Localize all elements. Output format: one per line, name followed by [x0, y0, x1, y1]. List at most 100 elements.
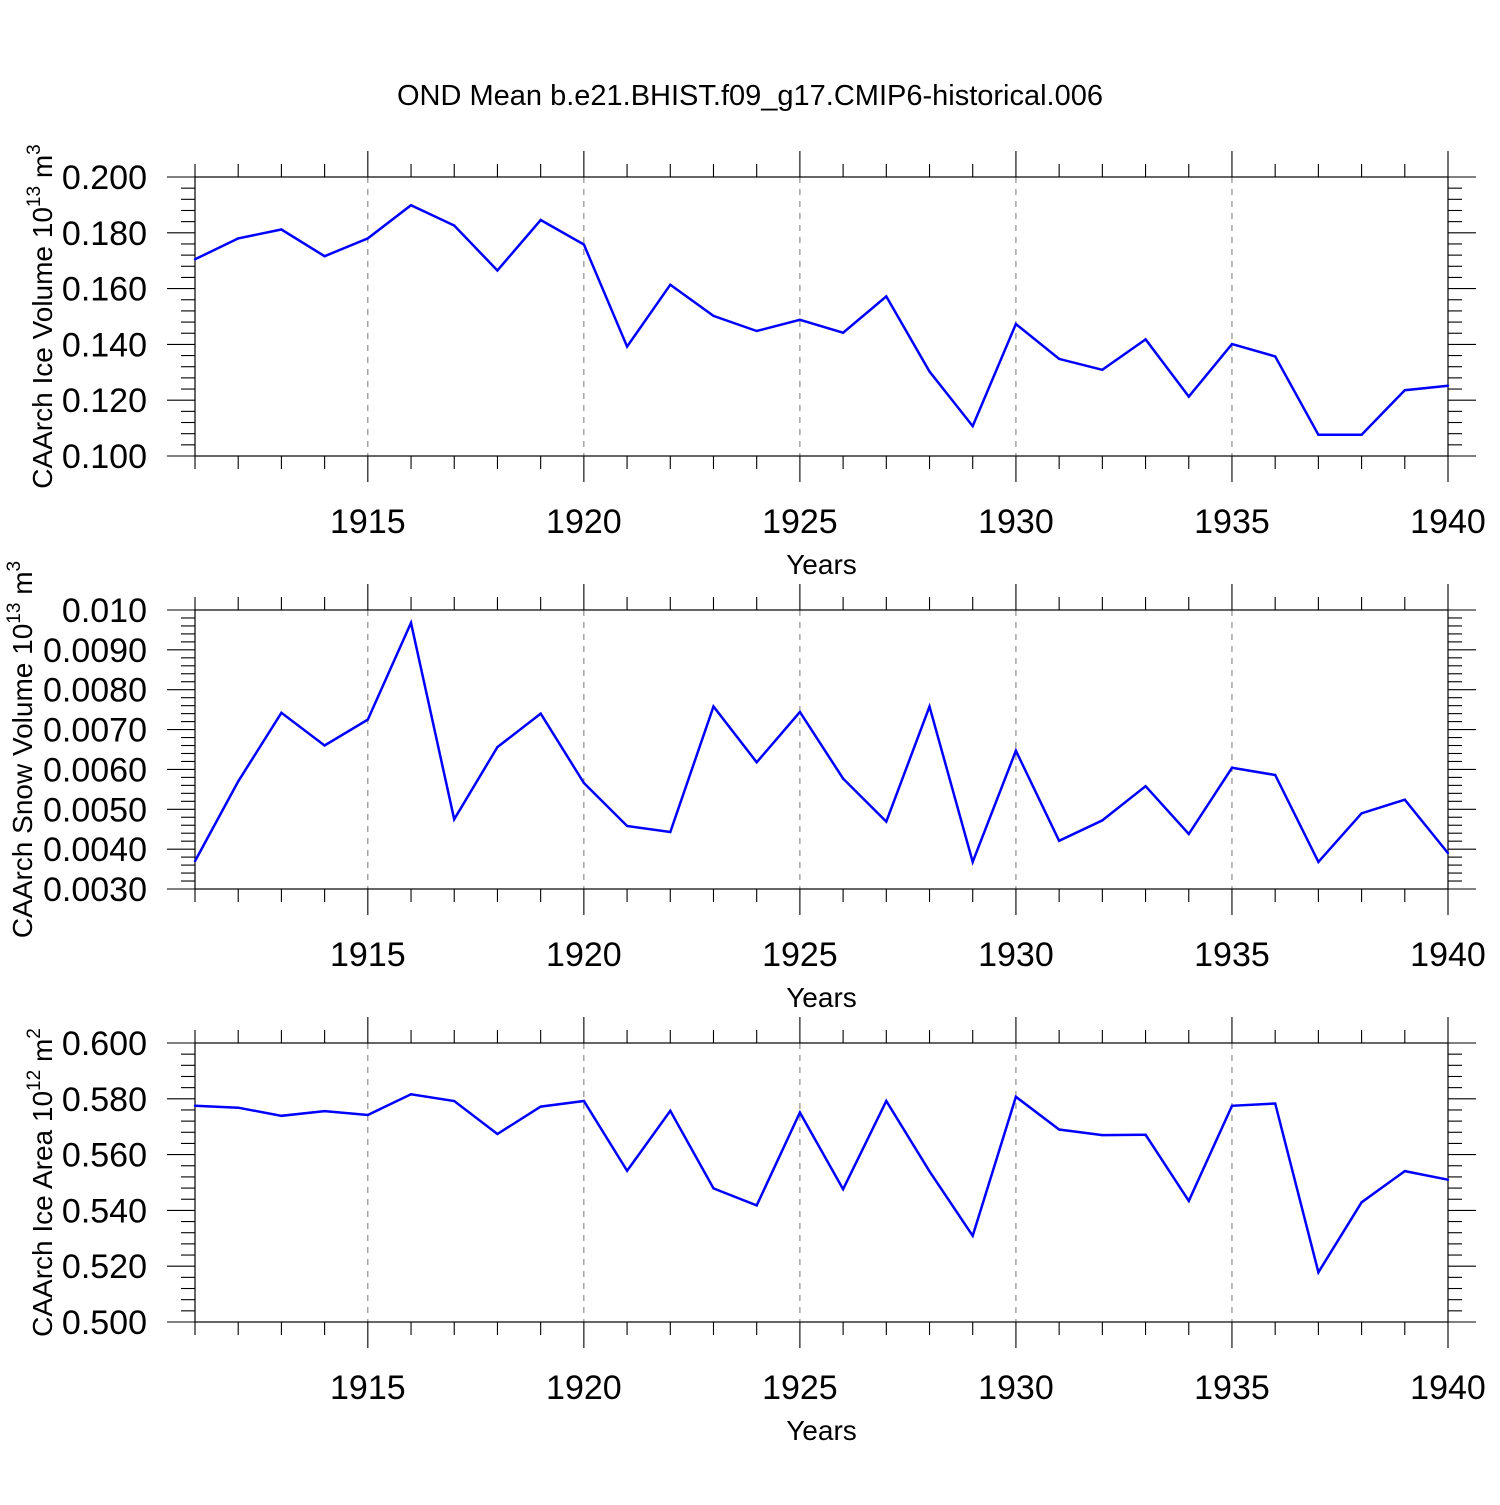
y-tick-label: 0.600	[62, 1025, 147, 1063]
data-point	[1101, 368, 1104, 371]
y-tick-label: 0.160	[62, 271, 147, 309]
data-point	[625, 1169, 629, 1172]
y-axis-title-unit-exponent: 3	[4, 561, 25, 572]
data-point	[625, 824, 629, 828]
y-tick-label: 0.560	[62, 1137, 147, 1175]
series-line	[194, 203, 1449, 437]
data-point	[885, 1099, 888, 1103]
data-point	[669, 283, 672, 286]
x-tick-label: 1940	[1410, 936, 1486, 974]
data-point	[1403, 388, 1406, 392]
data-point	[1230, 1104, 1234, 1107]
data-point	[409, 621, 413, 624]
data-point	[755, 761, 758, 764]
y-tick-label: 0.0090	[43, 632, 147, 670]
data-point	[1403, 1169, 1406, 1173]
data-point	[841, 331, 845, 334]
x-tick-label: 1935	[1194, 503, 1270, 541]
data-point	[453, 224, 456, 227]
data-point	[366, 1113, 370, 1117]
x-tick-label: 1930	[978, 503, 1054, 541]
y-tick-label: 0.520	[62, 1248, 147, 1286]
data-point	[1273, 773, 1277, 777]
data-point	[712, 705, 715, 708]
data-point	[1446, 384, 1450, 387]
data-point	[280, 711, 283, 715]
data-point	[1360, 433, 1363, 436]
data-point	[1273, 355, 1277, 358]
data-point	[1317, 1271, 1320, 1274]
data-point	[496, 269, 499, 272]
figure-title: OND Mean b.e21.BHIST.f09_g17.CMIP6-histo…	[397, 80, 1103, 112]
y-axis-title-unit: m	[27, 1039, 58, 1070]
y-axis-title-exponent: 12	[24, 1070, 45, 1091]
data-point	[1014, 749, 1018, 752]
data-point	[1187, 395, 1190, 398]
y-axis-title-exponent: 13	[24, 186, 45, 207]
data-point	[193, 1104, 197, 1107]
x-tick-label: 1920	[546, 1369, 622, 1407]
data-point	[237, 780, 240, 783]
data-point	[323, 1109, 326, 1113]
data-point	[1446, 851, 1450, 855]
data-point	[1057, 1128, 1061, 1131]
data-point	[582, 1099, 586, 1103]
data-point	[971, 860, 974, 864]
x-tick-label: 1925	[762, 503, 838, 541]
y-tick-label: 0.0030	[43, 871, 147, 909]
y-axis-title-exponent: 13	[4, 603, 25, 624]
x-tick-label: 1925	[762, 936, 838, 974]
data-point	[539, 1105, 542, 1108]
data-point	[1317, 860, 1320, 864]
data-point	[712, 314, 715, 318]
data-point	[798, 318, 802, 322]
y-tick-label: 0.0040	[43, 831, 147, 869]
data-point	[1057, 357, 1061, 361]
data-point	[237, 237, 240, 240]
y-tick-label: 0.500	[62, 1304, 147, 1342]
x-tick-label: 1915	[330, 503, 406, 541]
y-tick-label: 0.0080	[43, 672, 147, 710]
y-tick-label: 0.120	[62, 382, 147, 420]
data-point	[755, 1204, 758, 1207]
data-point	[539, 712, 542, 715]
data-point	[712, 1187, 715, 1190]
y-tick-label: 0.0060	[43, 751, 147, 789]
data-point	[409, 203, 413, 207]
data-point	[928, 1170, 931, 1173]
series-line	[194, 1093, 1449, 1276]
data-point	[409, 1093, 413, 1096]
x-axis-title: Years	[786, 982, 857, 1013]
y-tick-label: 0.0050	[43, 791, 147, 829]
x-tick-label: 1915	[330, 936, 406, 974]
data-point	[237, 1106, 240, 1109]
y-tick-label: 0.010	[62, 592, 147, 630]
y-axis-title: CAArch Snow Volume 1013 m3	[4, 561, 38, 938]
data-point	[539, 218, 542, 222]
y-axis-title-text: CAArch Ice Volume 10	[27, 207, 58, 489]
data-point	[1101, 819, 1104, 822]
data-point	[1057, 839, 1061, 842]
series-line	[193, 618, 1449, 866]
y-axis-title-unit: m	[27, 155, 58, 186]
data-point	[453, 818, 456, 821]
plot-frame	[194, 176, 1449, 457]
x-tick-label: 1925	[762, 1369, 838, 1407]
y-tick-label: 0.180	[62, 215, 147, 253]
x-tick-label: 1920	[546, 936, 622, 974]
x-tick-label: 1930	[978, 936, 1054, 974]
data-point	[928, 705, 931, 708]
data-point	[280, 1114, 283, 1118]
data-point	[1230, 342, 1234, 346]
data-point	[1360, 812, 1363, 815]
data-point	[323, 255, 326, 258]
data-point	[193, 859, 197, 863]
data-point	[1446, 1178, 1450, 1181]
data-point	[193, 258, 197, 261]
y-axis-title: CAArch Ice Volume 1013 m3	[24, 144, 58, 489]
y-axis-title-text: CAArch Ice Area 10	[27, 1091, 58, 1337]
data-point	[1144, 784, 1147, 788]
data-point	[1144, 1133, 1147, 1136]
